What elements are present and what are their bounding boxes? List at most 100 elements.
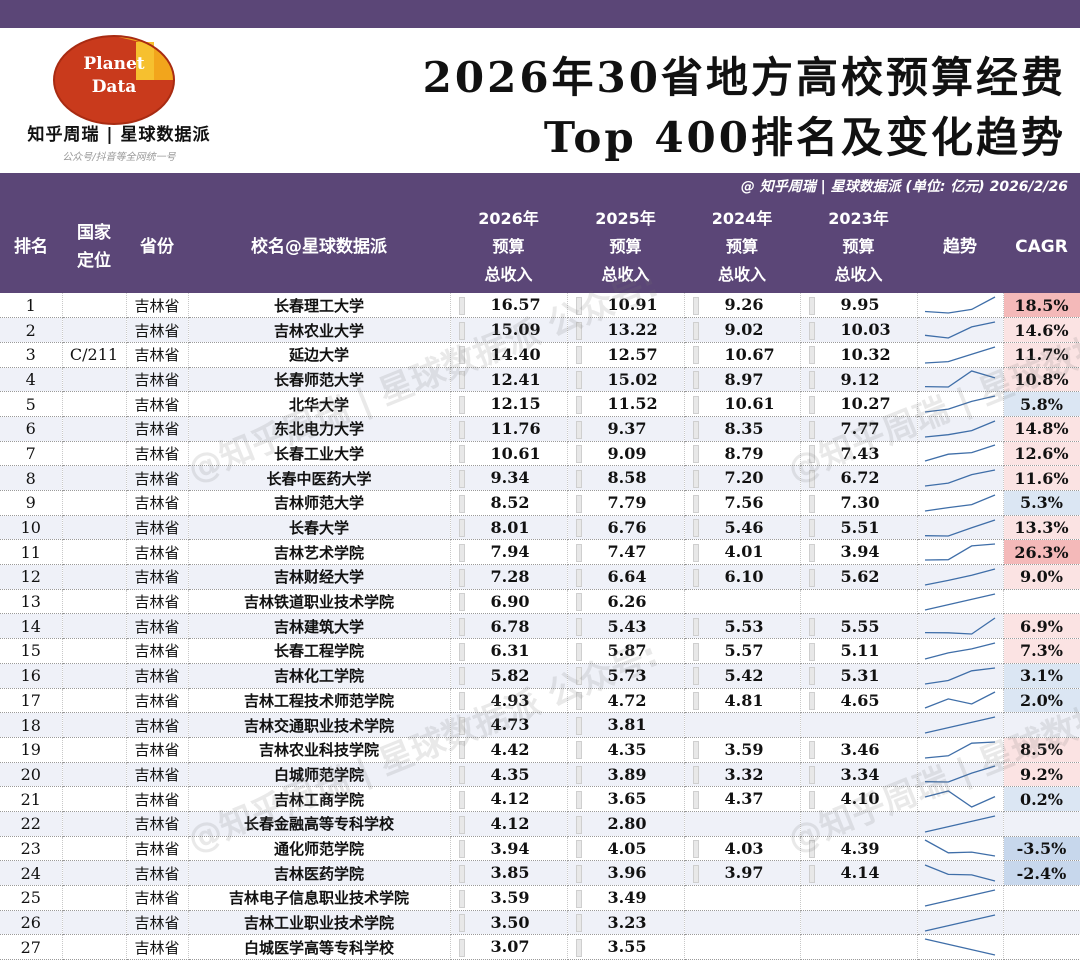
value-bar [692,494,699,513]
cell-y2026: 10.61 [450,441,568,467]
header-2024-line2: 预算 [725,237,758,256]
value-bar [458,914,465,933]
value-text: 13.22 [607,320,658,340]
value-text: 9.95 [840,295,880,315]
cell-prov: 吉林省 [126,712,189,738]
cell-y2026: 14.40 [450,342,568,368]
cell-trend [917,539,1004,566]
cell-trend [917,490,1004,516]
table-row: 23 吉林省 通化师范学院 3.94 4.05 4.03 4.39 -3.5% [0,836,1080,862]
value-text: 6.31 [490,641,530,661]
cell-name: 长春理工大学 [188,293,451,319]
cell-y2026: 6.90 [450,589,568,615]
value-text: 12.15 [490,394,541,414]
value-bar [458,766,465,785]
value-text: 10.91 [607,295,658,315]
value-text: 7.30 [840,493,880,513]
value-text: 9.12 [840,369,880,389]
cell-cagr [1003,589,1080,615]
cell-y2026: 4.73 [450,712,568,738]
trend-line [924,716,996,734]
value-text: 6.10 [724,567,764,587]
header-2026-line3: 总收入 [484,265,533,284]
cell-y2026: 4.35 [450,762,568,788]
cell-name: 吉林工程技术师范学院 [188,688,451,714]
trend-line [924,420,996,438]
cell-prov: 吉林省 [126,663,189,689]
value-bar [808,864,815,883]
cell-y2024: 4.03 [684,836,801,862]
cell-cagr: 9.2% [1003,762,1080,788]
value-text: 6.72 [840,468,880,488]
value-text: 4.03 [724,838,764,858]
cell-y2025: 9.09 [567,441,685,467]
cell-cagr: 6.9% [1003,613,1080,640]
cell-y2025: 4.72 [567,688,685,714]
trend-sparkline [924,568,996,586]
value-text: 3.59 [490,888,530,908]
value-text: 4.10 [840,789,880,809]
cell-y2023: 3.46 [800,737,918,763]
cell-y2024 [684,811,801,837]
cell-y2026: 15.09 [450,317,568,343]
cell-rank: 11 [0,539,63,566]
trend-sparkline [924,592,996,611]
cell-y2025: 7.47 [567,539,685,566]
cell-prov: 吉林省 [126,737,189,763]
value-text: 7.94 [490,542,530,562]
header-2025-line1: 2025年 [595,209,656,228]
cell-trend [917,885,1004,911]
cell-prov: 吉林省 [126,490,189,516]
cell-name: 吉林电子信息职业技术学院 [188,885,451,911]
table-row: 1 吉林省 长春理工大学 16.57 10.91 9.26 9.95 18.5% [0,293,1080,319]
trend-line [924,839,996,858]
cell-prov: 吉林省 [126,934,189,961]
cell-nat [62,441,127,467]
cell-y2023: 4.14 [800,860,918,886]
cell-y2026: 3.07 [450,934,568,961]
cell-name: 吉林师范大学 [188,490,451,516]
cell-cagr: 14.8% [1003,416,1080,442]
value-text: 5.55 [840,616,880,636]
value-text: 6.90 [490,591,530,611]
header-2023: 2023年 预算 总收入 [800,201,917,293]
cell-cagr [1003,811,1080,837]
logo-text-line1: Planet [83,54,145,74]
cell-y2023: 4.10 [800,786,918,812]
table-row: 2 吉林省 吉林农业大学 15.09 13.22 9.02 10.03 14.6% [0,317,1080,343]
table-row: 27 吉林省 白城医学高等专科学校 3.07 3.55 [0,934,1080,961]
cell-trend [917,293,1004,319]
value-text: 10.61 [724,394,775,414]
value-text: 7.77 [840,419,880,439]
cell-rank: 19 [0,737,63,763]
value-text: 4.93 [490,690,530,710]
cell-cagr [1003,934,1080,961]
cell-y2026: 7.28 [450,564,568,590]
trend-sparkline [924,765,996,784]
header-2025-line2: 预算 [609,237,642,256]
cell-y2025: 10.91 [567,293,685,319]
cell-cagr: 0.2% [1003,786,1080,812]
cell-cagr: 18.5% [1003,293,1080,319]
cell-y2026: 3.50 [450,910,568,936]
cell-y2024: 3.97 [684,860,801,886]
cell-y2025: 5.87 [567,638,685,664]
value-bar [458,494,465,513]
value-text: 3.59 [724,739,764,759]
cell-y2025: 2.80 [567,811,685,837]
cell-y2026: 9.34 [450,465,568,491]
value-bar [458,716,465,735]
value-bar [575,568,582,587]
cell-trend [917,465,1004,491]
value-text: 15.02 [607,369,658,389]
trend-sparkline [924,790,996,808]
trend-line [924,815,996,833]
trend-sparkline [924,444,996,463]
cell-trend [917,638,1004,664]
cell-y2024 [684,712,801,738]
value-bar [575,494,582,513]
trend-sparkline [924,346,996,364]
value-bar [692,420,699,439]
cell-trend [917,811,1004,837]
cell-y2024: 6.10 [684,564,801,590]
